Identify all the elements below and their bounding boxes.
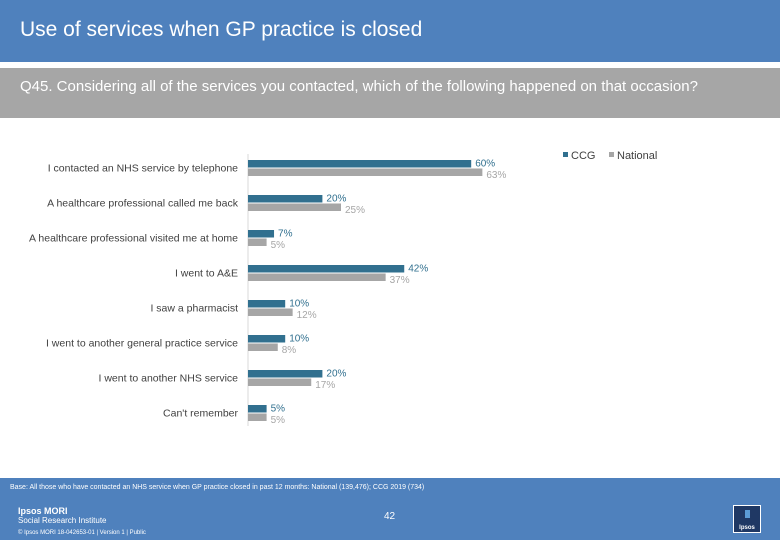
category-label: I went to another general practice servi… (46, 338, 238, 350)
page-title: Use of services when GP practice is clos… (20, 18, 423, 41)
legend-label-national: National (617, 150, 657, 162)
data-label-ccg: 42% (408, 264, 428, 275)
data-label-ccg: 60% (475, 159, 495, 170)
bar-national (248, 413, 267, 421)
legend-label-ccg: CCG (571, 150, 595, 162)
data-label-national: 12% (297, 310, 317, 321)
bar-national (248, 203, 341, 211)
footer-band (0, 478, 780, 540)
copyright-text: © Ipsos MORI 18-042653-01 | Version 1 | … (18, 530, 146, 536)
question-band: Q45. Considering all of the services you… (0, 68, 780, 118)
bar-national (248, 273, 386, 281)
badge-text: Ipsos (739, 525, 755, 531)
question-text: Q45. Considering all of the services you… (20, 78, 698, 95)
bar-national (248, 308, 293, 316)
category-label: A healthcare professional called me back (47, 198, 239, 210)
legend-swatch-national (609, 152, 614, 157)
data-label-ccg: 7% (278, 229, 293, 240)
data-label-national: 17% (315, 380, 335, 391)
legend-swatch-ccg (563, 152, 568, 157)
data-label-ccg: 5% (271, 404, 286, 415)
data-label-national: 37% (390, 275, 410, 286)
page-number: 42 (384, 511, 396, 522)
data-label-national: 5% (271, 415, 286, 426)
bar-national (248, 238, 267, 246)
data-label-national: 5% (271, 240, 286, 251)
data-label-ccg: 20% (326, 369, 346, 380)
bar-ccg (248, 230, 275, 238)
category-label: Can't remember (163, 408, 238, 420)
bar-ccg (248, 160, 472, 168)
bar-ccg (248, 265, 405, 273)
data-label-ccg: 10% (289, 334, 309, 345)
category-label: I went to A&E (175, 268, 238, 280)
data-label-national: 63% (486, 170, 506, 181)
bar-ccg (248, 405, 267, 413)
base-note: Base: All those who have contacted an NH… (10, 484, 425, 491)
bar-chart: I contacted an NHS service by telephone 6… (29, 150, 657, 426)
bar-ccg (248, 195, 323, 203)
bar-national (248, 378, 312, 386)
bar-ccg (248, 300, 286, 308)
bar-national (248, 168, 483, 176)
bar-ccg (248, 370, 323, 378)
ipsos-badge-logo: Ipsos (733, 505, 761, 533)
category-label: I contacted an NHS service by telephone (48, 163, 238, 175)
data-label-ccg: 20% (326, 194, 346, 205)
category-label: I saw a pharmacist (150, 303, 238, 315)
ipsos-mori-logo: Ipsos MORI Social Research Institute (18, 506, 107, 525)
logo-line-1: Ipsos MORI (18, 506, 68, 516)
badge-mark-icon (745, 510, 750, 518)
category-label: A healthcare professional visited me at … (29, 233, 238, 245)
title-band: Use of services when GP practice is clos… (0, 0, 780, 62)
data-label-national: 25% (345, 205, 365, 216)
bar-ccg (248, 335, 286, 343)
bar-national (248, 343, 278, 351)
category-label: I went to another NHS service (99, 373, 239, 385)
data-label-national: 8% (282, 345, 297, 356)
data-label-ccg: 10% (289, 299, 309, 310)
logo-line-2: Social Research Institute (18, 516, 107, 525)
